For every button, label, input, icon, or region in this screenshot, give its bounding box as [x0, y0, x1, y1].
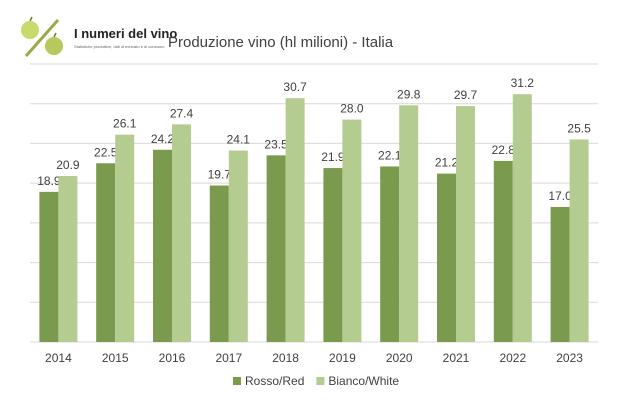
bar-bianco — [115, 134, 135, 342]
bar-rosso — [550, 206, 570, 342]
data-label: 26.1 — [113, 117, 137, 131]
bar-bianco — [172, 124, 191, 342]
data-label: 27.4 — [170, 106, 194, 120]
bar-bianco — [456, 106, 475, 343]
data-label: 22.1 — [378, 148, 402, 162]
data-label: 22.8 — [492, 143, 516, 157]
legend-label: Rosso/Red — [245, 374, 304, 388]
bar-rosso — [39, 191, 59, 342]
x-tick-label: 2019 — [329, 351, 356, 365]
bar-rosso — [153, 149, 172, 342]
x-tick-label: 2023 — [556, 351, 583, 365]
chart-title: Produzione vino (hl milioni) - Italia — [168, 34, 394, 51]
bar-bianco — [342, 119, 362, 342]
bar-rosso — [209, 185, 229, 342]
bar-rosso — [380, 166, 400, 342]
bar-bianco — [228, 150, 248, 342]
logo-subtitle: Statistiche produttive, dati di mercato … — [74, 44, 165, 49]
data-label: 31.2 — [511, 76, 535, 90]
data-label: 29.8 — [397, 87, 421, 101]
data-label: 24.1 — [227, 133, 251, 147]
x-tick-label: 2016 — [159, 351, 186, 365]
x-tick-label: 2014 — [45, 351, 72, 365]
bar-rosso — [437, 173, 456, 342]
data-label: 19.7 — [208, 168, 232, 182]
x-tick-label: 2018 — [272, 351, 299, 365]
bar-bianco — [58, 175, 78, 342]
logo-title: I numeri del vino — [74, 26, 178, 41]
bar-rosso — [96, 163, 116, 342]
data-label: 17.0 — [548, 189, 572, 203]
x-tick-label: 2021 — [443, 351, 470, 365]
data-label: 28.0 — [340, 102, 364, 116]
data-label: 20.9 — [56, 158, 80, 172]
x-tick-label: 2015 — [102, 351, 129, 365]
data-label: 22.5 — [94, 145, 118, 159]
bar-bianco — [512, 94, 532, 342]
bar-bianco — [285, 98, 305, 342]
data-label: 21.9 — [321, 150, 345, 164]
legend-label: Bianco/White — [328, 374, 399, 388]
bar-bianco — [569, 139, 589, 342]
x-tick-label: 2017 — [215, 351, 242, 365]
data-label: 23.5 — [264, 137, 288, 151]
legend-swatch — [316, 377, 325, 385]
bar-rosso — [323, 168, 343, 342]
data-label: 24.2 — [151, 132, 175, 146]
data-label: 25.5 — [567, 121, 591, 135]
data-label: 21.2 — [435, 156, 459, 170]
bar-rosso — [493, 160, 513, 342]
data-label: 30.7 — [283, 80, 307, 94]
data-label: 29.7 — [454, 88, 478, 102]
logo: I numeri del vino Statistiche produttive… — [14, 16, 177, 60]
bar-bianco — [399, 105, 419, 342]
x-tick-label: 2020 — [386, 351, 413, 365]
percent-grapes-logo-icon — [21, 16, 63, 57]
data-label: 18.9 — [37, 174, 61, 188]
bar-rosso — [266, 155, 286, 342]
x-tick-label: 2022 — [499, 351, 526, 365]
legend-swatch — [233, 377, 241, 385]
